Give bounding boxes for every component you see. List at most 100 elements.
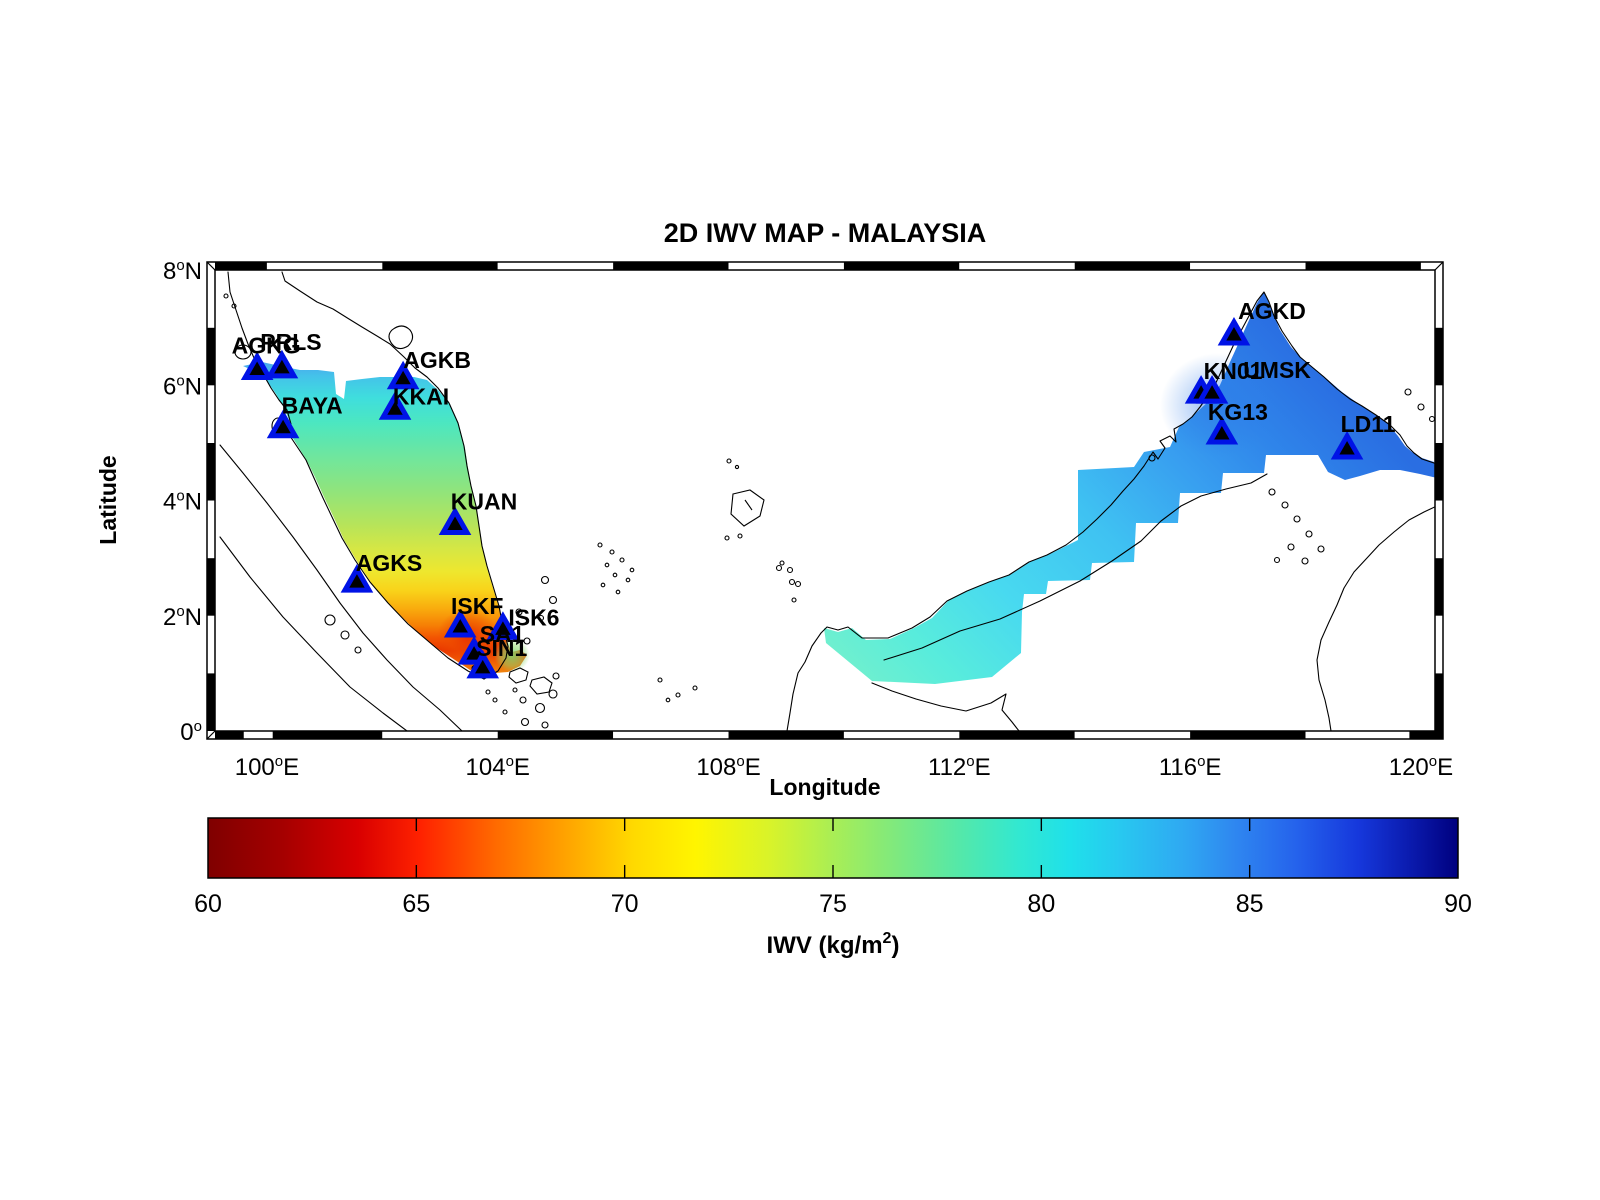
- y-axis-label: Latitude: [95, 455, 121, 544]
- island-outline: [502, 709, 508, 715]
- frame-band-segment: [1435, 500, 1443, 559]
- station-PRLS: PRLS: [260, 329, 322, 379]
- station-marker: [486, 611, 520, 640]
- frame-band-segment: [497, 262, 614, 270]
- station-marker: [466, 649, 500, 679]
- colorbar-tick-label: 75: [819, 890, 847, 918]
- station-label: ISKF: [451, 593, 503, 619]
- frame-inner-border: [214, 269, 1436, 732]
- frame-band-segment: [1190, 262, 1306, 270]
- frame-band-segment: [959, 731, 1075, 739]
- island-outline: [1428, 415, 1435, 423]
- batam-island: [508, 667, 529, 684]
- island-outline: [600, 582, 606, 588]
- station-label: UMSK: [1243, 357, 1311, 383]
- map-frame: [206, 261, 1444, 740]
- tick-label: 6oN: [163, 372, 202, 400]
- kalimantan-border-line: [883, 473, 1268, 661]
- station-label: KKAI: [393, 383, 449, 409]
- island-outline: [692, 685, 698, 691]
- station-KKAI: KKAI: [378, 383, 449, 420]
- station-AGKG: AGKG: [232, 333, 301, 381]
- frame-band-segment: [382, 262, 498, 270]
- station-KG13: KG13: [1205, 399, 1268, 445]
- island-outline: [1287, 543, 1295, 551]
- station-AGKD: AGKD: [1217, 298, 1306, 346]
- colorbar-ticks: 60 65 70 75 80 85 90: [194, 818, 1472, 918]
- frame-band-segment: [1305, 262, 1421, 270]
- frame-band-segment: [243, 731, 273, 739]
- station-ISKF: ISKF: [443, 593, 503, 638]
- x-axis-ticks: 100oE 104oE 108oE 112oE 116oE 120oE: [235, 753, 1453, 781]
- island-outline: [492, 697, 498, 703]
- island-outline: [794, 580, 802, 588]
- frame-band-segment: [382, 731, 498, 739]
- island-outline: [223, 293, 229, 299]
- station-label: PRLS: [260, 329, 321, 355]
- frame-band-segment: [1435, 443, 1443, 501]
- station-ISK6: ISK6: [486, 604, 559, 640]
- station-marker: [1205, 416, 1239, 445]
- frame-band-segment: [207, 385, 215, 443]
- langkawi-island: [234, 344, 252, 360]
- songkhla-lake-outline: [388, 325, 414, 350]
- island-outline: [791, 597, 797, 603]
- frame-band-segment: [207, 443, 215, 501]
- island-outline: [1305, 530, 1313, 538]
- station-marker: [1217, 316, 1251, 346]
- colorbar-tick-label: 70: [611, 890, 639, 918]
- frame-band-segment: [1420, 262, 1443, 270]
- station-marker: [438, 506, 472, 535]
- borneo-high-iwv-patch: [1160, 353, 1276, 457]
- frame-corner-miter: [1434, 261, 1444, 271]
- frame-band-segment: [272, 731, 383, 739]
- island-outline: [485, 689, 491, 695]
- tick-label: 120oE: [1389, 753, 1453, 781]
- frame-band-segment: [207, 270, 215, 328]
- colorbar-tick-label: 90: [1444, 890, 1472, 918]
- island-outline: [231, 303, 237, 309]
- island-outline: [540, 575, 550, 585]
- frame-band-segment: [613, 731, 729, 739]
- island-outline: [629, 567, 635, 573]
- frame-band-segment: [1435, 270, 1443, 328]
- natuna-island: [730, 489, 765, 527]
- island-outline: [597, 542, 603, 548]
- station-label: ISK6: [508, 604, 559, 630]
- frame-band-segment: [1435, 385, 1443, 443]
- station-label: LD11: [1341, 411, 1396, 437]
- frame-band-segment: [613, 262, 729, 270]
- colorbar-tick-label: 65: [402, 890, 430, 918]
- station-marker: [443, 608, 477, 638]
- frame-band-segment: [1435, 673, 1443, 731]
- colorbar-tick-label: 85: [1236, 890, 1264, 918]
- frame-band-segment: [1409, 731, 1443, 739]
- frame-corner-miter: [1434, 730, 1444, 740]
- station-marker: [1195, 375, 1229, 404]
- island-outline: [726, 458, 732, 464]
- island-outline: [1301, 557, 1309, 565]
- frame-band-segment: [959, 262, 1075, 270]
- island-outline: [354, 646, 362, 654]
- tick-label: 112oE: [928, 753, 991, 781]
- frame-band-segment: [1435, 615, 1443, 674]
- figure-title: 2D IWV MAP - MALAYSIA: [664, 218, 987, 248]
- island-outline: [1268, 488, 1276, 496]
- frame-band-segment: [207, 615, 215, 674]
- sumatra-coastline-1: [219, 444, 463, 731]
- map-area: [219, 271, 1435, 731]
- island-outline: [537, 614, 545, 622]
- frame-band-segment: [215, 262, 267, 270]
- frame-band-segment: [1074, 262, 1191, 270]
- tick-label: 116oE: [1159, 753, 1222, 781]
- frame-outer-border: [206, 261, 1444, 740]
- frame-band-segment: [1190, 731, 1306, 739]
- island-outline: [1281, 501, 1289, 509]
- frame-band-segment: [207, 500, 215, 559]
- island-outline: [552, 672, 560, 680]
- island-outline: [665, 697, 671, 703]
- frame-band-segment: [207, 673, 215, 731]
- island-outline: [1293, 515, 1301, 523]
- peninsula-iwv-fill: [243, 362, 527, 676]
